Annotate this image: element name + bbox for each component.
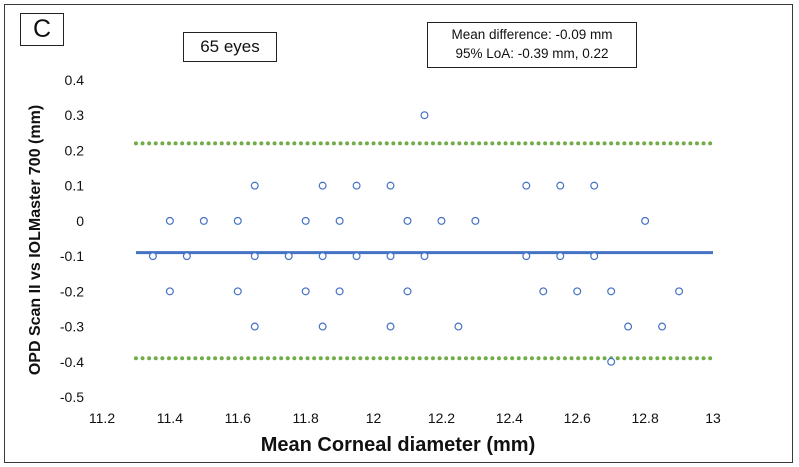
data-point: [472, 217, 479, 224]
data-point: [353, 253, 360, 260]
data-point: [319, 182, 326, 189]
data-point: [319, 323, 326, 330]
data-point: [557, 253, 564, 260]
data-point: [421, 112, 428, 119]
y-tick-label: -0.3: [60, 319, 84, 335]
y-tick-label: -0.4: [60, 354, 84, 370]
data-point: [319, 253, 326, 260]
x-tick-label: 11.4: [157, 410, 183, 426]
data-point: [642, 217, 649, 224]
limits-of-agreement-text: 95% LoA: -0.39 mm, 0.22: [428, 44, 636, 63]
data-point: [404, 288, 411, 295]
y-axis-title: OPD Scan II vs IOLMaster 700 (mm): [27, 105, 44, 375]
data-point: [438, 217, 445, 224]
data-point: [625, 323, 632, 330]
data-point: [302, 217, 309, 224]
data-point: [336, 288, 343, 295]
data-point: [523, 253, 530, 260]
x-tick-label: 11.8: [293, 410, 319, 426]
data-point: [523, 182, 530, 189]
data-point: [591, 182, 598, 189]
data-point: [387, 253, 394, 260]
sample-size-label: 65 eyes: [183, 32, 277, 62]
x-tick-label: 12.6: [564, 410, 591, 426]
x-tick-label: 12: [366, 410, 382, 426]
data-point: [659, 323, 666, 330]
data-point: [166, 217, 173, 224]
data-point: [302, 288, 309, 295]
y-tick-label: 0.3: [65, 107, 85, 123]
data-point: [251, 323, 258, 330]
x-tick-labels: 11.2 11.4 11.6 11.8 12 12.2 12.4 12.6 12.8 13: [89, 410, 721, 426]
data-point: [387, 182, 394, 189]
y-tick-label: 0.2: [65, 142, 85, 158]
data-point: [166, 288, 173, 295]
x-tick-label: 13: [705, 410, 721, 426]
y-tick-labels: 0.4 0.3 0.2 0.1 0 -0.1 -0.2 -0.3 -0.4 -0.5: [60, 72, 84, 405]
data-point: [150, 253, 157, 260]
data-point: [557, 182, 564, 189]
data-point: [234, 288, 241, 295]
y-tick-label: -0.5: [60, 389, 84, 405]
data-point: [455, 323, 462, 330]
data-point: [404, 217, 411, 224]
data-point: [387, 323, 394, 330]
data-point: [251, 182, 258, 189]
data-point: [591, 253, 598, 260]
y-tick-label: 0.4: [65, 72, 85, 88]
data-point: [540, 288, 547, 295]
x-tick-label: 12.4: [496, 410, 523, 426]
mean-difference-text: Mean difference: -0.09 mm: [428, 25, 636, 44]
data-point: [421, 253, 428, 260]
data-point: [353, 182, 360, 189]
data-point: [234, 217, 241, 224]
data-point: [676, 288, 683, 295]
data-point: [200, 217, 207, 224]
data-point: [608, 288, 615, 295]
x-tick-label: 11.2: [89, 410, 115, 426]
y-tick-label: 0.1: [65, 178, 85, 194]
data-point: [336, 217, 343, 224]
data-points: [150, 112, 683, 365]
data-point: [183, 253, 190, 260]
x-tick-label: 11.6: [225, 410, 251, 426]
data-point: [574, 288, 581, 295]
data-point: [608, 358, 615, 365]
data-point: [251, 253, 258, 260]
y-tick-label: -0.1: [60, 248, 84, 264]
x-tick-label: 12.8: [631, 410, 658, 426]
panel-label: C: [20, 13, 64, 46]
x-tick-label: 12.2: [428, 410, 455, 426]
y-tick-label: -0.2: [60, 283, 84, 299]
statistics-box: Mean difference: -0.09 mm 95% LoA: -0.39…: [427, 22, 637, 68]
y-tick-label: 0: [76, 213, 84, 229]
data-point: [285, 253, 292, 260]
x-axis-title: Mean Corneal diameter (mm): [261, 434, 536, 456]
